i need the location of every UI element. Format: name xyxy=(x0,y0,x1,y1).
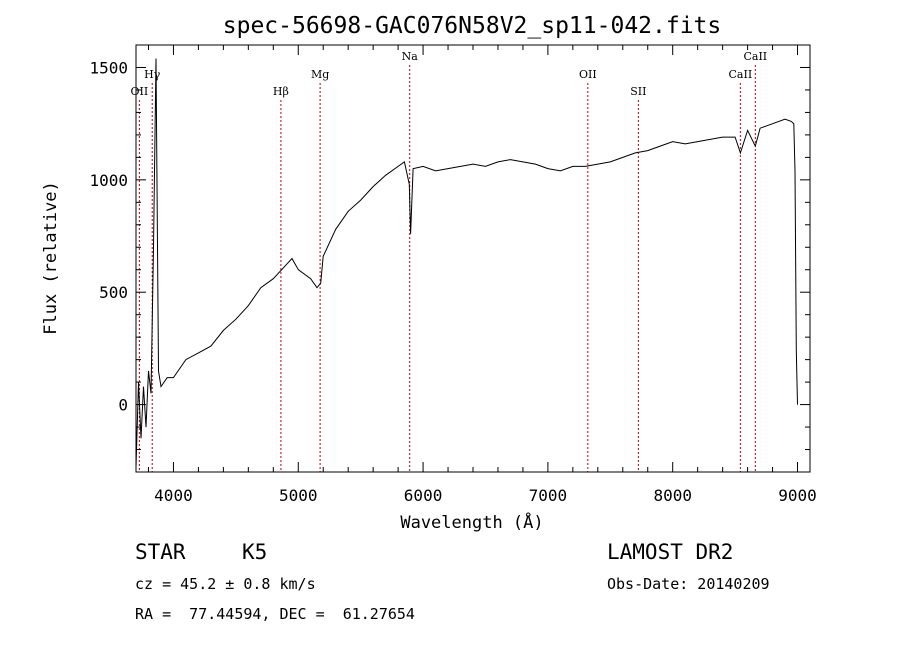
spectrum-line xyxy=(135,58,798,468)
y-tick-label: 500 xyxy=(99,283,128,302)
survey-name: LAMOST DR2 xyxy=(607,540,734,564)
line-marker-label: OII xyxy=(579,68,597,81)
line-marker-label: Na xyxy=(402,50,419,63)
x-tick-label: 6000 xyxy=(404,486,443,505)
x-axis-label: Wavelength (Å) xyxy=(400,511,543,533)
x-tick-label: 9000 xyxy=(778,486,817,505)
observation-date: Obs-Date: 20140209 xyxy=(607,575,770,593)
object-subclass: K5 xyxy=(242,540,268,564)
x-tick-label: 8000 xyxy=(653,486,692,505)
plot-frame xyxy=(135,44,811,473)
y-tick-label: 1500 xyxy=(89,58,128,77)
line-marker-label: SII xyxy=(630,85,646,98)
line-marker-label: CaII xyxy=(743,50,767,63)
line-marker-label: OII xyxy=(131,85,149,98)
spectral-line-markers: OII Hγ Hβ Mg Na OII SII CaII CaII xyxy=(131,50,767,472)
y-tick-label: 0 xyxy=(118,396,128,415)
line-marker-label: Mg xyxy=(311,68,329,81)
x-tick-label: 5000 xyxy=(279,486,318,505)
x-tick-label: 4000 xyxy=(154,486,193,505)
line-marker-label: CaII xyxy=(729,68,753,81)
object-class: STAR xyxy=(135,540,186,564)
coordinates: RA = 77.44594, DEC = 61.27654 xyxy=(135,605,415,623)
redshift-value: cz = 45.2 ± 0.8 km/s xyxy=(135,575,316,593)
y-axis-ticks: 0 500 1000 1500 xyxy=(89,44,810,473)
x-axis-ticks: 4000 5000 6000 7000 8000 9000 xyxy=(147,45,817,505)
chart-title: spec-56698-GAC076N58V2_sp11-042.fits xyxy=(223,13,722,39)
y-tick-label: 1000 xyxy=(89,171,128,190)
line-marker-label: Hγ xyxy=(144,68,161,81)
line-marker-label: Hβ xyxy=(273,85,289,98)
x-tick-label: 7000 xyxy=(529,486,568,505)
y-axis-label: Flux (relative) xyxy=(41,181,61,335)
